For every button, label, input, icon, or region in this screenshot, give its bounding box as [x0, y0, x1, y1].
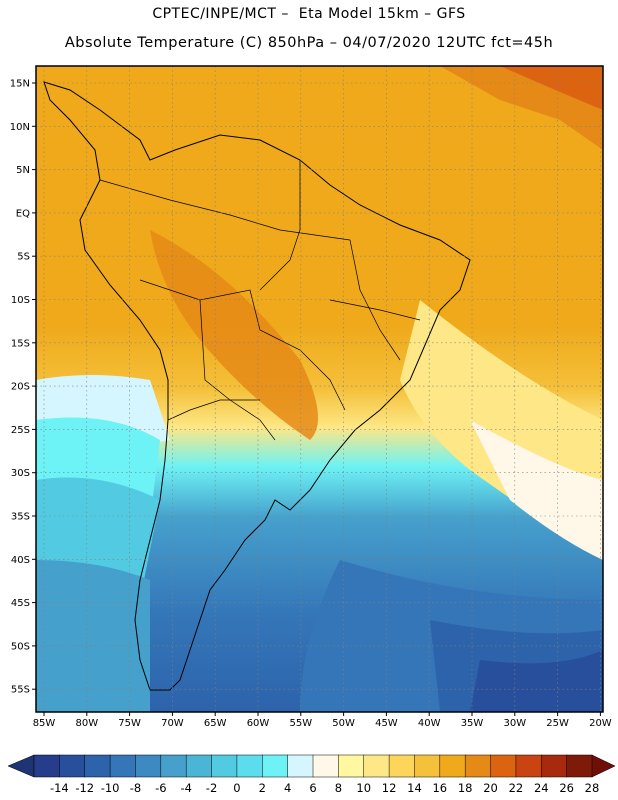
colorbar-label: -6	[155, 781, 166, 795]
lat-tick-label: 10N	[10, 122, 30, 133]
colorbar-swatch	[439, 754, 466, 778]
colorbar-label: 22	[509, 781, 524, 795]
colorbar-label: -14	[50, 781, 69, 795]
colorbar-label: -2	[206, 781, 217, 795]
lon-tick-label: 20W	[589, 718, 612, 729]
colorbar-swatch	[338, 754, 365, 778]
colorbar-swatch	[33, 754, 60, 778]
temperature-field	[36, 66, 603, 712]
colorbar-label: 0	[233, 781, 240, 795]
colorbar-label: 24	[534, 781, 549, 795]
lat-lon-grid	[36, 66, 603, 712]
colorbar-swatch	[312, 754, 339, 778]
colorbar-label: 16	[432, 781, 447, 795]
colorbar-swatch	[414, 754, 441, 778]
lon-tick-label: 35W	[461, 718, 484, 729]
colorbar-swatch	[566, 754, 593, 778]
colorbar-swatch	[135, 754, 162, 778]
colorbar-label: 10	[356, 781, 371, 795]
colorbar-swatch	[109, 754, 137, 778]
map-frame	[35, 65, 604, 713]
colorbar-label: 2	[259, 781, 266, 795]
colorbar-label: 6	[309, 781, 316, 795]
colorbar-label: -8	[130, 781, 141, 795]
colorbar-label: 26	[559, 781, 574, 795]
lat-tick-label: 10S	[11, 295, 30, 306]
colorbar-label: 18	[458, 781, 473, 795]
lat-tick-label: 45S	[11, 598, 30, 609]
colorbar-under-arrow	[7, 754, 35, 778]
colorbar-swatch	[464, 754, 492, 778]
colorbar-swatch	[388, 754, 416, 778]
lat-tick-label: 50S	[11, 641, 30, 652]
lon-tick-label: 60W	[247, 718, 270, 729]
lon-tick-label: 50W	[332, 718, 355, 729]
colorbar-swatch	[185, 754, 213, 778]
lat-tick-label: 55S	[11, 685, 30, 696]
lat-tick-label: 20S	[11, 382, 30, 393]
lon-tick-label: 30W	[503, 718, 526, 729]
colorbar-over-arrow	[591, 754, 616, 778]
colorbar-swatch	[211, 754, 238, 778]
colorbar-label: 20	[483, 781, 498, 795]
colorbar-swatch	[236, 754, 263, 778]
temperature-colorbar: -14 -12 -10 -8 -6 -4 -2 0 2 4 6 8 10 12 14 16 18 20 22 24 26…	[7, 754, 616, 795]
lat-tick-label: 35S	[11, 512, 30, 523]
colorbar-swatch	[59, 754, 86, 778]
lat-tick-label: 25S	[11, 425, 30, 436]
colorbar-swatch	[515, 754, 542, 778]
lat-tick-label: 15N	[10, 79, 30, 90]
colorbar-label: 8	[335, 781, 342, 795]
lat-tick-label: 5N	[16, 165, 30, 176]
lon-tick-label: 80W	[75, 718, 98, 729]
colorbar-swatch	[490, 754, 517, 778]
lon-tick-label: 45W	[375, 718, 398, 729]
lon-tick-label: 70W	[161, 718, 184, 729]
latitude-axis: 15N 10N 5N EQ 5S 10S 15S 20S 25S 30S 35S 40S 45S 50S 5…	[10, 79, 36, 696]
colorbar-label: -10	[101, 781, 120, 795]
lat-tick-label: EQ	[16, 208, 30, 219]
lon-tick-label: 85W	[33, 718, 56, 729]
lat-tick-label: 15S	[11, 338, 30, 349]
lon-tick-label: 55W	[289, 718, 312, 729]
colorbar-label: 28	[585, 781, 600, 795]
colorbar-swatch	[84, 754, 111, 778]
colorbar-label: 4	[284, 781, 291, 795]
colorbar-swatch	[363, 754, 390, 778]
colorbar-label: -4	[180, 781, 191, 795]
colorbar-swatch	[287, 754, 314, 778]
colorbar-swatch	[262, 754, 289, 778]
lat-tick-label: 40S	[11, 555, 30, 566]
map-title-line-1: CPTEC/INPE/MCT – Eta Model 15km – GFS	[152, 6, 466, 22]
colorbar-label: -12	[75, 781, 94, 795]
lon-tick-label: 40W	[418, 718, 441, 729]
lon-tick-label: 25W	[546, 718, 569, 729]
colorbar-label: 12	[382, 781, 397, 795]
lon-tick-label: 65W	[204, 718, 227, 729]
lat-tick-label: 5S	[17, 252, 30, 263]
map-title-line-2: Absolute Temperature (C) 850hPa – 04/07/…	[64, 35, 554, 51]
lat-tick-label: 30S	[11, 468, 30, 479]
lon-tick-label: 75W	[118, 718, 141, 729]
colorbar-swatch	[160, 754, 187, 778]
colorbar-label: 14	[407, 781, 422, 795]
colorbar-swatch	[541, 754, 568, 778]
longitude-axis: 85W 80W 75W 70W 65W 60W 55W 50W 45W 40W 35W 30W 25W 2…	[33, 712, 612, 729]
